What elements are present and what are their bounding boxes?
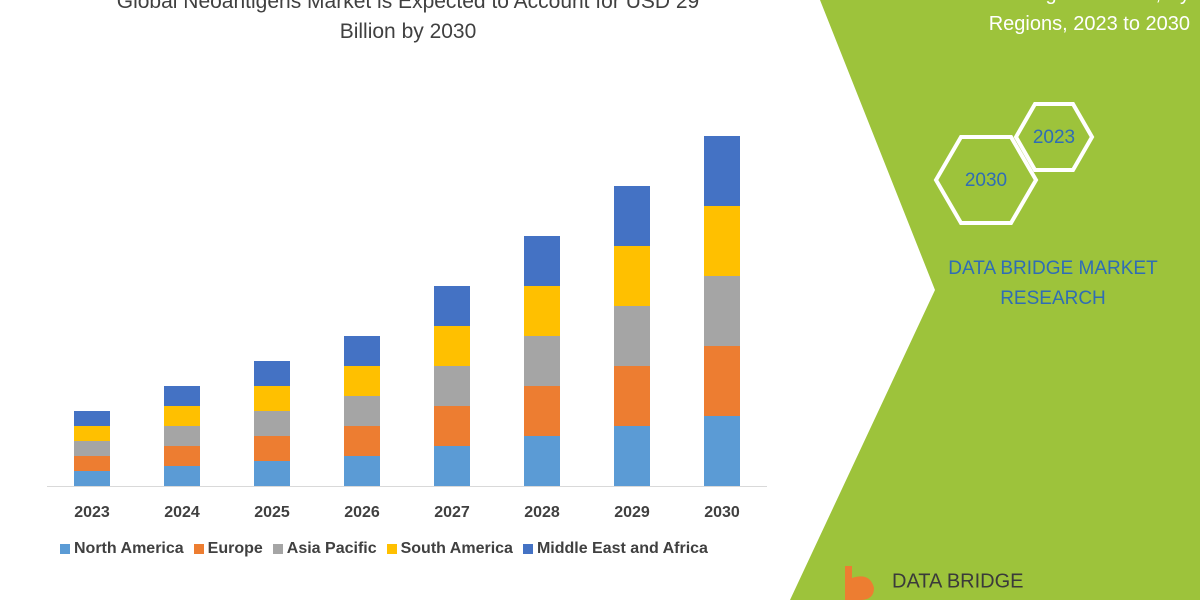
x-tick-label: 2027	[434, 504, 470, 521]
bar-segment	[254, 386, 290, 411]
bar-segment	[344, 456, 380, 486]
bar-segment	[254, 361, 290, 386]
chart-title: Global Neoantigens Market is Expected to…	[116, 0, 700, 43]
bar-segment	[704, 346, 740, 416]
bar-segment	[434, 366, 470, 406]
bar-segment	[434, 406, 470, 446]
plot-area: 2023 2024 2025 2026 2027 2028 2029 2030	[47, 136, 767, 521]
bar-segment	[614, 426, 650, 486]
bar-segment	[74, 471, 110, 486]
x-tick-label: 2030	[704, 504, 740, 521]
side-title: Global Neoantigens Market, By Regions, 2…	[913, 0, 1190, 35]
bar-segment	[254, 411, 290, 436]
bar-segment	[254, 436, 290, 461]
x-tick-label: 2023	[74, 504, 110, 521]
bar-segment	[74, 441, 110, 456]
x-tick-label: 2024	[164, 504, 200, 521]
bar-segment	[524, 336, 560, 386]
legend-label: South America	[400, 540, 513, 557]
x-tick-label: 2026	[344, 504, 380, 521]
legend-item: Middle East and Africa	[522, 540, 708, 558]
bar-segment	[344, 426, 380, 456]
legend-label: Europe	[207, 540, 263, 557]
bar-segment	[344, 336, 380, 366]
bar-segment	[74, 456, 110, 471]
bar-segment	[614, 366, 650, 426]
bar-segment	[434, 446, 470, 486]
bar-segment	[704, 206, 740, 276]
bar-segment	[164, 426, 200, 446]
legend-item: Asia Pacific	[272, 540, 377, 558]
hexagon	[1013, 102, 1095, 172]
legend-item: North America	[60, 540, 184, 558]
hexagon-label: 2023	[1033, 127, 1075, 148]
legend-swatch	[60, 544, 70, 554]
bar-segment	[164, 446, 200, 466]
hexagon-label: 2030	[965, 170, 1007, 191]
bar-segment	[74, 411, 110, 426]
bar-segment	[614, 186, 650, 246]
bar-segment	[524, 286, 560, 336]
logo-text: DATA BRIDGE	[892, 570, 1024, 592]
legend-label: Middle East and Africa	[536, 540, 708, 557]
bar-segment	[164, 386, 200, 406]
bar-segment	[704, 136, 740, 206]
bar-segment	[704, 416, 740, 486]
bar-segment	[74, 426, 110, 441]
legend-item: South America	[386, 540, 513, 558]
legend-label: North America	[74, 540, 184, 557]
bar-segment	[164, 406, 200, 426]
x-tick-label: 2028	[524, 504, 560, 521]
bar-segment	[434, 286, 470, 326]
legend-item: Europe	[193, 540, 263, 558]
hexagon	[933, 135, 1039, 225]
x-tick-label: 2029	[614, 504, 650, 521]
bar-segment	[524, 436, 560, 486]
legend: North America Europe Asia Pacific South Ame…	[60, 540, 708, 558]
legend-swatch	[272, 544, 283, 554]
bar-segment	[614, 246, 650, 306]
bar-segment	[704, 276, 740, 346]
legend-swatch	[193, 544, 204, 554]
bar-segment	[614, 306, 650, 366]
bar-segment	[524, 236, 560, 286]
brand-text: DATA BRIDGE MARKET RESEARCH	[948, 258, 1158, 309]
bar-segment	[344, 366, 380, 396]
bar-segment	[524, 386, 560, 436]
bar-segment	[164, 466, 200, 486]
legend-swatch	[386, 544, 397, 554]
side-panel-bg	[790, 0, 1200, 600]
bar-segment	[254, 461, 290, 486]
legend-swatch	[522, 544, 533, 554]
x-tick-label: 2025	[254, 504, 290, 521]
legend-label: Asia Pacific	[286, 540, 377, 557]
bar-segment	[434, 326, 470, 366]
logo-icon	[845, 566, 874, 600]
bar-segment	[344, 396, 380, 426]
